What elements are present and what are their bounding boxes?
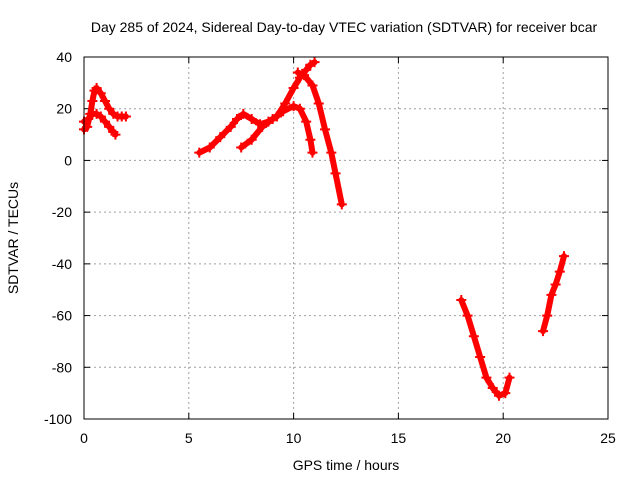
data-point: [468, 331, 479, 342]
data-point: [481, 372, 492, 383]
data-point: [494, 390, 505, 401]
data-point: [487, 382, 498, 393]
series: [79, 57, 569, 401]
data-point: [271, 111, 282, 122]
data-point: [95, 111, 106, 122]
data-point: [288, 83, 299, 94]
data-point: [330, 168, 341, 179]
data-point: [320, 124, 331, 135]
x-tick-label: 20: [495, 430, 511, 446]
y-tick-label: 40: [56, 49, 72, 65]
data-point: [294, 103, 305, 114]
data-point: [292, 67, 303, 78]
data-point: [104, 103, 115, 114]
data-point: [120, 111, 131, 122]
data-point: [87, 95, 98, 106]
data-point: [95, 88, 106, 99]
data-point: [500, 388, 511, 399]
y-tick-label: -60: [52, 308, 72, 324]
plot-frame: [83, 56, 609, 420]
data-point: [83, 114, 94, 125]
data-point: [301, 116, 312, 127]
data-point: [246, 114, 257, 125]
series-segment-7: [540, 253, 567, 335]
data-point: [504, 372, 515, 383]
data-point: [558, 251, 569, 262]
data-point: [215, 132, 226, 143]
y-tick-label: -80: [52, 359, 72, 375]
chart-title: Day 285 of 2024, Sidereal Day-to-day VTE…: [91, 19, 598, 35]
data-point: [554, 266, 565, 277]
x-tick-labels: 0 5 10 15 20 25: [80, 430, 616, 446]
data-point: [194, 147, 205, 158]
data-point: [99, 95, 110, 106]
data-point: [236, 142, 247, 153]
data-point: [456, 295, 467, 306]
y-tick-label: -40: [52, 256, 72, 272]
y-tick-label: -100: [44, 411, 72, 427]
data-point: [307, 80, 318, 91]
data-point: [257, 121, 268, 132]
data-point: [326, 147, 337, 158]
data-point: [550, 279, 561, 290]
y-tick-label: 0: [64, 152, 72, 168]
data-point: [204, 142, 215, 153]
y-axis-label: SDTVAR / TECUs: [5, 182, 21, 294]
x-tick-label: 5: [185, 430, 193, 446]
data-point: [299, 70, 310, 81]
x-tick-label: 0: [80, 430, 88, 446]
ticks: [83, 56, 609, 420]
series-segment-3: [238, 103, 316, 156]
series-segment-5: [294, 69, 345, 208]
data-point: [288, 101, 299, 112]
y-tick-label: 20: [56, 101, 72, 117]
data-point: [280, 98, 291, 109]
y-tick-label: -20: [52, 204, 72, 220]
data-point: [246, 134, 257, 145]
data-point: [99, 116, 110, 127]
data-point: [225, 121, 236, 132]
x-tick-label: 15: [391, 430, 407, 446]
data-point: [305, 134, 316, 145]
data-point: [462, 310, 473, 321]
data-point: [307, 147, 318, 158]
y-tick-labels: 40 20 0 -20 -40 -60 -80 -100: [44, 49, 72, 427]
data-point: [313, 98, 324, 109]
data-point: [91, 83, 102, 94]
data-point: [232, 114, 243, 125]
x-tick-label: 10: [286, 430, 302, 446]
data-point: [238, 108, 249, 119]
grid: [84, 57, 608, 419]
data-point: [104, 121, 115, 132]
data-point: [538, 326, 549, 337]
data-point: [542, 310, 553, 321]
data-point: [336, 199, 347, 210]
x-tick-label: 25: [600, 430, 616, 446]
data-point: [546, 289, 557, 300]
data-point: [475, 351, 486, 362]
x-axis-label: GPS time / hours: [293, 457, 400, 473]
data-point: [309, 57, 320, 68]
data-point: [110, 129, 121, 140]
